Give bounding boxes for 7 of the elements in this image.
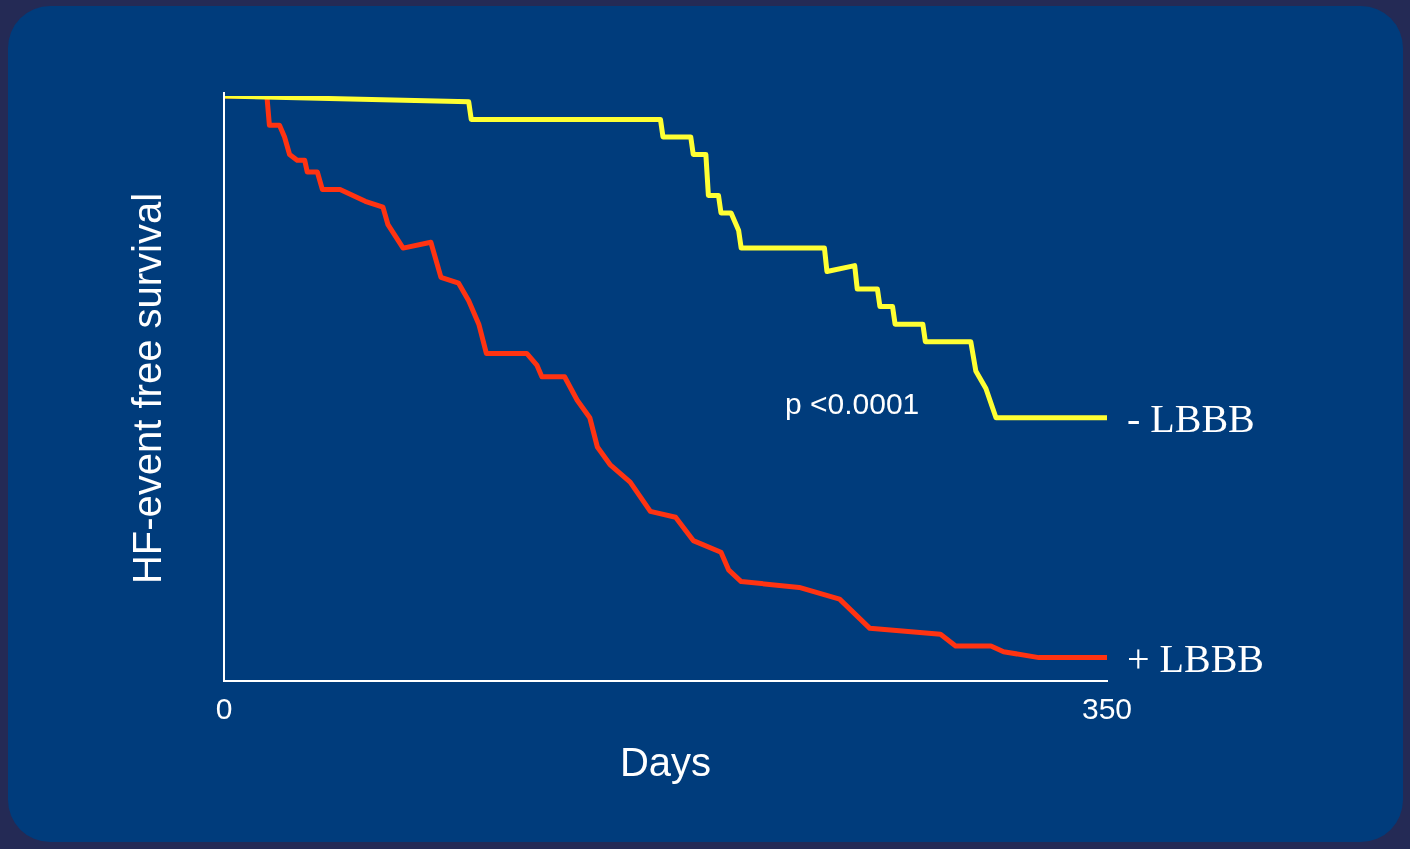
x-tick-label: 0 — [215, 692, 233, 726]
annotation: p <0.0001 — [785, 387, 920, 421]
series-label: + LBBB — [1127, 636, 1265, 682]
x-axis-title: Days — [619, 740, 712, 785]
y-axis-title: HF-event free survival — [125, 192, 170, 585]
series-label: - LBBB — [1127, 396, 1255, 442]
x-tick-label: 350 — [1081, 692, 1133, 726]
